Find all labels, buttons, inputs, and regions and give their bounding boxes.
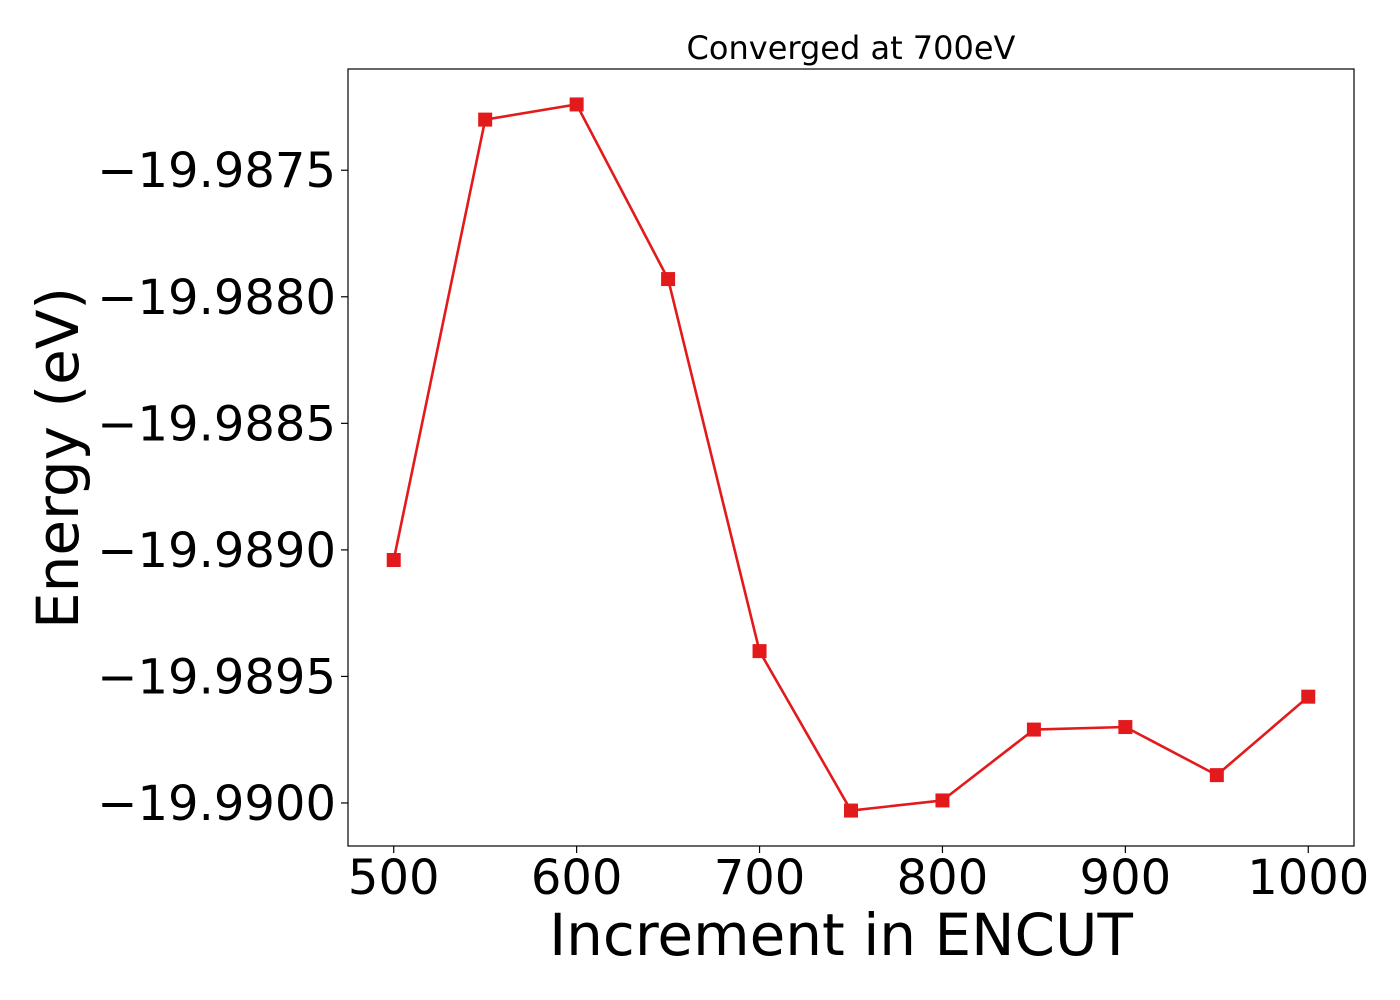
x-tick-label: 700 (714, 850, 806, 906)
x-tick-label: 1000 (1247, 850, 1369, 906)
x-axis-label: Increment in ENCUT (549, 901, 1133, 969)
plot-area-frame (347, 68, 1355, 847)
data-point-marker (1209, 768, 1224, 783)
data-point-marker (1118, 720, 1133, 735)
data-point-marker (844, 803, 858, 818)
y-tick-label: −19.9900 (97, 776, 336, 832)
y-tick-label: −19.9880 (97, 270, 336, 326)
y-tick-label: −19.9885 (97, 396, 336, 452)
series-layer (386, 97, 1316, 818)
data-point-marker (478, 112, 493, 127)
data-point-marker (569, 97, 584, 112)
data-point-marker (752, 644, 767, 659)
series-line (392, 103, 1310, 812)
data-point-marker (1026, 722, 1041, 737)
y-tick-label: −19.9895 (97, 649, 336, 705)
y-tick-label: −19.9890 (97, 523, 336, 579)
data-point-marker (935, 793, 950, 808)
data-point-marker (386, 553, 401, 568)
x-tick-label: 800 (897, 850, 989, 906)
data-point-marker (1301, 689, 1316, 704)
y-tick-label: −19.9875 (97, 143, 336, 199)
x-axis-ticks: 500 600 700 800 900 1000 (348, 846, 1369, 906)
chart-title: Converged at 700eV (687, 29, 1016, 67)
y-axis-label: Energy (eV) (24, 287, 92, 629)
x-tick-label: 900 (1080, 850, 1172, 906)
data-point-marker (661, 272, 676, 287)
y-axis-ticks: −19.9875 −19.9880 −19.9885 −19.9890 −19.9895… (97, 143, 348, 832)
x-tick-label: 600 (531, 850, 623, 906)
x-tick-label: 500 (348, 850, 440, 906)
